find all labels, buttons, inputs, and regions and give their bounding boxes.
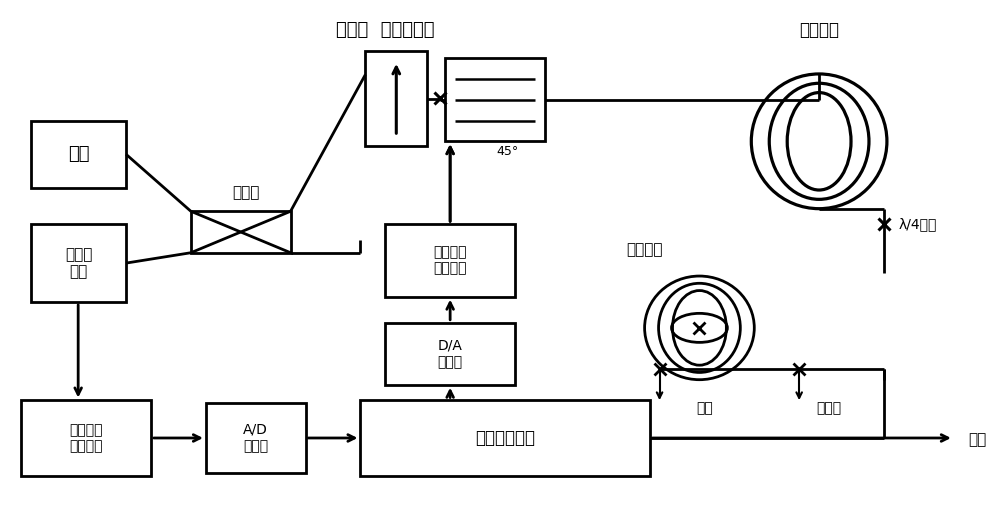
Text: 输出: 输出 [969,432,987,447]
Bar [31,224,126,302]
Text: 偏振器  相位调制器: 偏振器 相位调制器 [336,21,435,39]
Text: 传感光纤: 传感光纤 [626,243,663,258]
Bar [31,120,126,188]
Bar [445,58,545,141]
Text: 45°: 45° [497,145,519,158]
Text: A/D
转换器: A/D 转换器 [243,423,268,453]
Text: 导线: 导线 [696,401,713,415]
Text: 延时光纤: 延时光纤 [799,21,839,39]
Bar [385,322,515,385]
Bar [191,212,291,253]
Text: 前置放大
滤波电路: 前置放大 滤波电路 [69,423,103,453]
Bar [21,401,151,476]
Text: 光源: 光源 [68,145,89,163]
Text: 后置放大
驱动电路: 后置放大 驱动电路 [433,245,467,276]
Text: 数据处理单元: 数据处理单元 [475,429,535,447]
Bar [360,401,650,476]
Text: 耦合器: 耦合器 [232,185,259,201]
Bar [365,51,427,146]
Text: 光电探
测器: 光电探 测器 [65,247,92,279]
Text: λ/4波片: λ/4波片 [899,217,937,231]
Text: D/A
转换器: D/A 转换器 [438,339,463,369]
Bar [385,224,515,297]
Bar [206,403,306,473]
Text: 反射镜: 反射镜 [817,401,842,415]
